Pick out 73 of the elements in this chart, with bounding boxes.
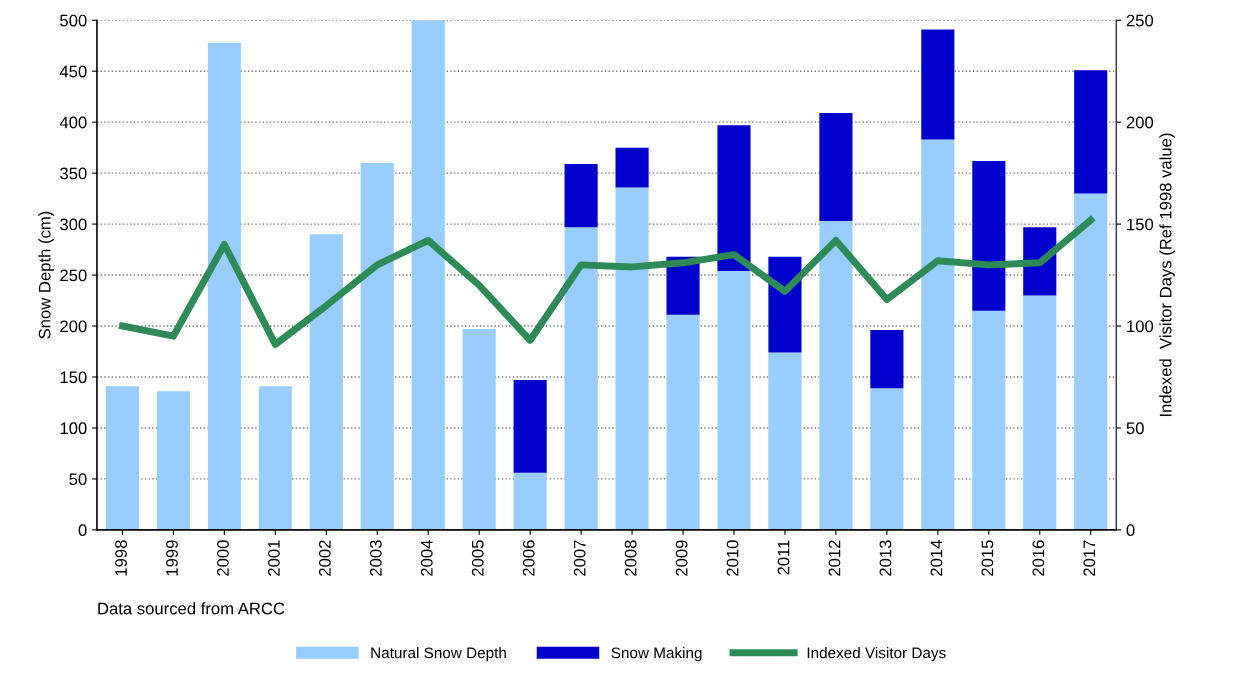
x-tick-label: 2001 [268, 540, 280, 576]
x-tick-label: 2002 [318, 540, 331, 576]
bar [513, 380, 547, 473]
x-tick-label: 2017 [1083, 540, 1096, 576]
bar [768, 352, 802, 530]
bar [972, 310, 1006, 530]
y-axis-title: Snow Depth (cm) [38, 211, 54, 339]
y-tick-label: 200 [60, 320, 87, 333]
legend-label: Indexed Visitor Days [807, 647, 946, 662]
bar [258, 386, 292, 530]
bar [411, 20, 445, 530]
x-tick-label: 2005 [471, 540, 484, 576]
y2-tick-label: 100 [1127, 320, 1154, 333]
bar [870, 330, 904, 389]
x-tick-label: 2014 [930, 540, 943, 576]
y-tick-label: 0 [78, 524, 87, 537]
bar [819, 221, 853, 530]
y2-tick-label: 0 [1126, 524, 1135, 537]
y-tick-label: 100 [60, 422, 87, 435]
x-tick-label: 2003 [369, 540, 382, 576]
x-tick-label: 2015 [981, 540, 994, 576]
x-tick-label: 2010 [726, 540, 739, 576]
bar [564, 227, 598, 530]
bar [870, 388, 904, 530]
bar [462, 329, 496, 530]
bar [1074, 193, 1108, 530]
y2-axis-title: Indexed Visitor Days (Ref 1998 value) [1159, 133, 1175, 417]
bar [768, 256, 802, 353]
x-tick-label: 1998 [115, 540, 127, 576]
x-tick-label: 1999 [166, 540, 178, 576]
bar [156, 391, 190, 530]
bar [615, 147, 649, 188]
y-tick-label: 350 [60, 167, 87, 180]
x-tick-label: 2000 [217, 540, 229, 576]
bar [972, 160, 1006, 311]
y2-tick-label: 50 [1126, 422, 1144, 435]
x-tick-label: 2016 [1032, 540, 1045, 576]
x-tick-label: 2009 [675, 540, 688, 576]
bar [564, 163, 598, 228]
x-tick-label: 2007 [573, 540, 586, 576]
y-tick-label: 250 [60, 269, 87, 282]
bar [717, 125, 751, 271]
text: Data sourced from ARCC [98, 602, 285, 615]
y2-tick-label: 200 [1126, 116, 1154, 129]
x-tick-label: 2012 [828, 540, 841, 576]
y-tick-label: 300 [60, 218, 87, 231]
bar [513, 472, 547, 530]
bar [921, 29, 955, 140]
y2-tick-label: 150 [1127, 218, 1154, 231]
y-tick-label: 500 [60, 14, 87, 27]
x-tick-label: 2011 [777, 540, 790, 575]
bar [819, 113, 853, 222]
x-tick-label: 2006 [522, 540, 535, 576]
bar [105, 386, 139, 530]
y-tick-label: 400 [59, 116, 87, 129]
x-tick-label: 2013 [879, 540, 892, 576]
x-tick-label: 2008 [624, 540, 637, 576]
bar [921, 139, 955, 530]
bar [309, 234, 343, 530]
y-tick-label: 150 [60, 371, 87, 384]
y-tick-label: 450 [59, 65, 87, 78]
bar [207, 42, 241, 530]
y2-tick-label: 250 [1126, 14, 1154, 27]
legend-label: Natural Snow Depth [371, 647, 506, 662]
bar [666, 314, 700, 530]
legend-label: Snow Making [611, 647, 702, 662]
y-tick-label: 50 [69, 473, 87, 486]
bar [615, 187, 649, 530]
bar [360, 162, 394, 530]
x-tick-label: 2004 [420, 540, 433, 576]
bar [717, 270, 751, 530]
bar [1074, 70, 1108, 194]
bar [1023, 295, 1057, 530]
